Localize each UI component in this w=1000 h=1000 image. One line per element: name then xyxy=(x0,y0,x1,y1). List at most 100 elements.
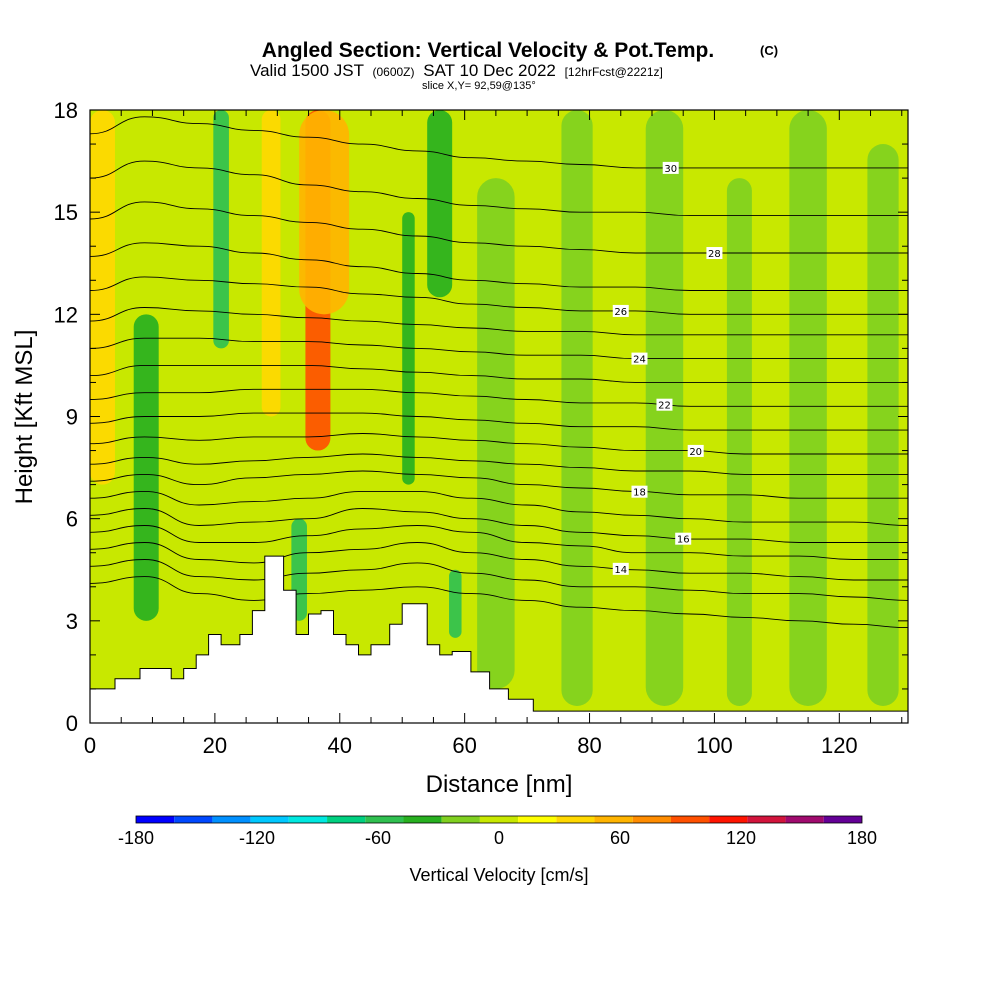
contour-label-bg xyxy=(612,562,629,575)
colorbar-swatch xyxy=(594,816,633,823)
x-tick-label: 60 xyxy=(452,733,476,758)
contour-label-bg xyxy=(687,444,704,457)
contour-label-bg xyxy=(631,352,648,365)
contour-label-bg xyxy=(631,485,648,498)
colorbar-swatch xyxy=(288,816,328,823)
slice-text: slice X,Y= 92,59@135° xyxy=(422,80,536,92)
colorbar-swatch xyxy=(747,816,786,823)
theta-contour-25 xyxy=(90,307,908,336)
theta-contour-19 xyxy=(90,453,908,475)
colorbar-swatch xyxy=(441,816,480,823)
colorbar-swatch xyxy=(327,816,366,823)
y-axis-label: Height [Kft MSL] xyxy=(11,330,38,505)
subtitle-date: SAT 10 Dec 2022 xyxy=(423,61,556,80)
colorbar-tick-label: 180 xyxy=(847,828,877,848)
velocity-band-13 xyxy=(726,178,752,706)
y-tick-label: 6 xyxy=(66,507,78,532)
colorbar-frame xyxy=(135,815,863,824)
colorbar-swatch xyxy=(709,816,748,823)
theta-contour-26 xyxy=(90,276,908,315)
theta-contour-24 xyxy=(90,337,908,360)
contour-label-20: 20 xyxy=(689,447,702,458)
contour-label-bg xyxy=(612,304,629,317)
contour-label-30: 30 xyxy=(664,164,677,175)
contour-label-bg xyxy=(662,161,679,174)
y-tick-label: 3 xyxy=(66,609,78,634)
colorbar-swatch xyxy=(632,816,671,823)
theta-contour-15 xyxy=(90,525,908,560)
x-tick-label: 100 xyxy=(696,733,733,758)
velocity-band-15 xyxy=(867,144,899,706)
colorbar-tick-label: 0 xyxy=(494,828,504,848)
vertical-velocity-field xyxy=(90,110,899,706)
colorbar-swatch xyxy=(403,816,442,823)
x-tick-label: 40 xyxy=(328,733,352,758)
theta-contour-23 xyxy=(90,364,908,383)
colorbar-swatch xyxy=(785,816,824,823)
x-tick-label: 20 xyxy=(203,733,227,758)
colorbar-swatch xyxy=(823,816,862,823)
x-tick-label: 0 xyxy=(84,733,96,758)
y-tick-label: 18 xyxy=(54,98,78,123)
velocity-band-11 xyxy=(561,110,593,706)
velocity-band-10 xyxy=(477,178,515,689)
colorbar-tick-label: 60 xyxy=(610,828,630,848)
velocity-band-9 xyxy=(449,569,462,638)
colorbar-label: Vertical Velocity [cm/s] xyxy=(409,865,588,885)
colorbar-swatch xyxy=(670,816,710,823)
contour-label-bg xyxy=(656,398,673,411)
contour-label-22: 22 xyxy=(658,401,671,412)
theta-contour-27 xyxy=(90,242,908,291)
velocity-band-14 xyxy=(789,110,827,706)
theta-contour-28 xyxy=(90,201,908,254)
velocity-band-7 xyxy=(427,110,453,298)
colorbar-swatch xyxy=(174,816,213,823)
colorbar-swatch xyxy=(518,816,557,823)
velocity-band-3 xyxy=(261,110,281,417)
y-tick-label: 0 xyxy=(66,711,78,736)
theta-contour-18 xyxy=(90,470,908,499)
colorbar-swatch xyxy=(136,816,175,823)
chart-subtitle: Valid 1500 JST (0600Z) SAT 10 Dec 2022 [… xyxy=(250,61,663,80)
contour-label-16: 16 xyxy=(677,535,690,546)
theta-contour-20 xyxy=(90,433,908,455)
y-axis: 0 3 6 9 12 15 18 xyxy=(54,98,908,736)
contour-label-26: 26 xyxy=(614,307,627,318)
theta-contour-labels: 14 16 18 20 22 24 26 28 30 xyxy=(612,161,723,576)
x-tick-label: 120 xyxy=(821,733,858,758)
theta-contour-13 xyxy=(90,559,908,601)
subtitle-forecast: [12hrFcst@2221z] xyxy=(565,65,663,79)
colorbar-tick-label: -120 xyxy=(239,828,275,848)
theta-contour-14 xyxy=(90,542,908,581)
y-tick-label: 9 xyxy=(66,405,78,430)
velocity-band-1 xyxy=(133,314,159,621)
terrain-mask xyxy=(90,555,908,723)
contour-label-28: 28 xyxy=(708,249,721,260)
theta-contour-22 xyxy=(90,388,908,407)
x-axis-label: Distance [nm] xyxy=(426,771,573,798)
x-tick-label: 80 xyxy=(577,733,601,758)
contour-label-14: 14 xyxy=(614,565,627,576)
theta-contour-29 xyxy=(90,160,908,217)
colorbar-swatch xyxy=(365,816,404,823)
velocity-band-5 xyxy=(299,110,350,315)
colorbar-tick-label: -180 xyxy=(118,828,154,848)
theta-contour-30 xyxy=(90,116,908,169)
colorbar-swatch xyxy=(212,816,251,823)
chart-title: Angled Section: Vertical Velocity & Pot.… xyxy=(262,39,714,62)
colorbar-swatch xyxy=(556,816,595,823)
subtitle-valid: Valid 1500 JST xyxy=(250,61,364,80)
velocity-band-0 xyxy=(90,110,115,485)
theta-contours xyxy=(90,116,908,629)
colorbar: -180 -120 -60 0 60 120 180 xyxy=(118,815,877,848)
contour-label-bg xyxy=(706,247,723,260)
x-axis: 0 20 40 60 80 100 120 xyxy=(84,110,903,758)
chart-title-unit: (C) xyxy=(760,43,778,58)
colorbar-swatch xyxy=(250,816,289,823)
y-tick-label: 15 xyxy=(54,200,78,225)
terrain xyxy=(90,555,908,723)
contour-label-24: 24 xyxy=(633,355,646,366)
y-tick-label: 12 xyxy=(54,302,78,327)
theta-contour-17 xyxy=(90,490,908,526)
